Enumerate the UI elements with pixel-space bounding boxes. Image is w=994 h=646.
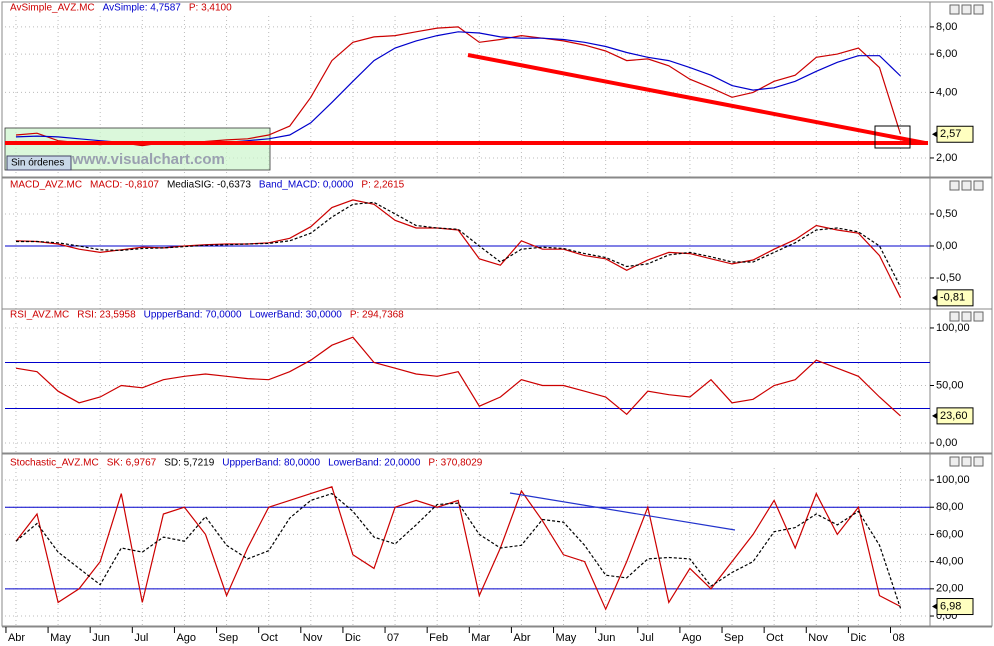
panel-label: MACD_AVZ.MC [10,180,82,191]
window-button [973,180,984,191]
x-tick-label: Abr [513,632,530,644]
x-tick-label: Ago [682,632,702,644]
x-tick-label: Mar [471,632,490,644]
window-button [961,311,972,322]
panel-frame [1,453,993,627]
x-tick-label: Jul [134,632,148,644]
panel-label: LowerBand: 30,0000 [250,310,343,321]
last-marker [932,131,937,138]
window-button [949,4,960,15]
y-tick-label: 2,00 [936,152,957,164]
last-value-label: 6,98 [940,600,961,612]
y-tick-label: 40,00 [936,556,964,568]
panel-label: P: 294,7368 [350,310,404,321]
panel-label: P: 3,4100 [189,3,232,14]
x-tick-label: Dic [850,632,866,644]
x-tick-label: Feb [429,632,448,644]
window-button [949,180,960,191]
y-tick-label: 50,00 [936,379,964,391]
panel-label: LowerBand: 20,0000 [328,458,421,469]
x-tick-label: Jul [640,632,654,644]
x-tick-label: May [556,632,577,644]
y-tick-label: 6,00 [936,48,957,60]
x-tick-label: Jun [92,632,110,644]
panel-label: SK: 6,9767 [107,458,157,469]
last-value-label: 23,60 [940,410,968,422]
series-line [15,486,901,611]
y-tick-label: 0,00 [936,240,957,252]
sin-ordenes-box [6,155,72,171]
window-button [949,311,960,322]
y-tick-label: 8,00 [936,21,957,33]
x-tick-label: 08 [893,632,905,644]
panel-label: P: 370,8029 [428,458,482,469]
panel-label: Band_MACD: 0,0000 [259,180,354,191]
x-tick-label: Oct [261,632,278,644]
panel-label: P: 2,2615 [361,180,404,191]
x-tick-label: Sep [219,632,239,644]
window-button [973,4,984,15]
panel-label: SD: 5,7219 [164,458,214,469]
y-tick-label: 0,00 [936,437,957,449]
last-marker [932,412,937,419]
y-tick-label: 100,00 [936,474,970,486]
panel-label: AvSimple: 4,7587 [103,3,182,14]
panel-label: AvSimple_AVZ.MC [10,3,95,14]
panel-label: RSI: 23,5958 [77,310,136,321]
stoch-trend-line [509,492,736,531]
series-line [15,336,901,417]
y-tick-label: 80,00 [936,501,964,513]
focus-box [874,125,911,149]
last-marker [932,294,937,301]
x-tick-label: Sep [724,632,744,644]
y-tick-label: 4,00 [936,86,957,98]
last-marker [932,603,937,610]
series-line [15,492,902,609]
x-tick-label: Nov [303,632,323,644]
y-tick-label: 100,00 [936,322,970,334]
window-button [973,456,984,467]
window-button [949,456,960,467]
window-button [961,180,972,191]
panel-label: UppperBand: 80,0000 [222,458,320,469]
window-button [973,311,984,322]
last-box [936,407,974,425]
panel-label: Stochastic_AVZ.MC [10,458,99,469]
x-tick-label: May [50,632,71,644]
x-tick-label: Oct [766,632,783,644]
last-box [936,598,974,616]
panel-label: RSI_AVZ.MC [10,310,69,321]
panel-frame [1,1,993,178]
y-tick-label: -0,50 [936,272,961,284]
last-value-label: -0,81 [940,292,965,304]
trend-line [467,53,926,145]
panel-frame [1,308,993,454]
x-tick-label: Nov [808,632,828,644]
window-button [961,4,972,15]
y-tick-label: 60,00 [936,528,964,540]
panel-label: UppperBand: 70,0000 [144,310,242,321]
y-tick-label: 0,50 [936,208,957,220]
x-tick-label: 07 [387,632,399,644]
watermark: www.visualchart.com [71,151,225,168]
last-value-label: 2,57 [940,128,961,140]
panel-label: MACD: -0,8107 [90,180,159,191]
series-line [16,201,902,288]
x-tick-label: Abr [8,632,25,644]
y-tick-label: 20,00 [936,583,964,595]
last-box [936,125,974,143]
window-button [961,456,972,467]
sin-ordenes-label: Sin órdenes [11,158,64,169]
x-tick-label: Jun [598,632,616,644]
last-box [936,289,974,307]
x-tick-label: Dic [345,632,361,644]
panel-label: MediaSIG: -0,6373 [167,180,251,191]
x-tick-label: Ago [176,632,196,644]
